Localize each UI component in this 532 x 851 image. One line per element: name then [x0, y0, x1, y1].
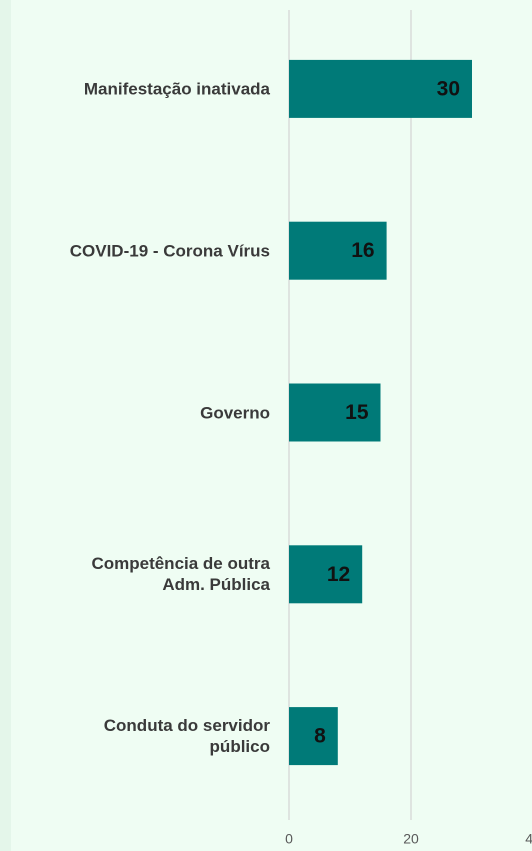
x-tick-label: 40 [525, 831, 532, 847]
bar [289, 59, 472, 118]
value-label: 8 [314, 725, 326, 748]
category-label: Manifestação inativada [83, 79, 270, 99]
left-strip [0, 0, 11, 851]
value-label: 12 [327, 563, 350, 586]
category-label: Conduta do servidor público [103, 716, 270, 757]
bar [289, 707, 338, 766]
bar [289, 383, 381, 442]
value-label: 15 [345, 401, 369, 424]
bar [289, 545, 363, 604]
value-label: 16 [351, 239, 374, 262]
x-tick-label: 0 [285, 831, 293, 847]
bar [289, 221, 387, 280]
x-tick-label: 20 [403, 831, 419, 847]
value-label: 30 [437, 77, 460, 100]
category-label: Competência de outra Adm. Pública [91, 554, 270, 595]
category-label: COVID-19 - Corona Vírus [69, 241, 270, 261]
category-label: Governo [200, 403, 270, 422]
